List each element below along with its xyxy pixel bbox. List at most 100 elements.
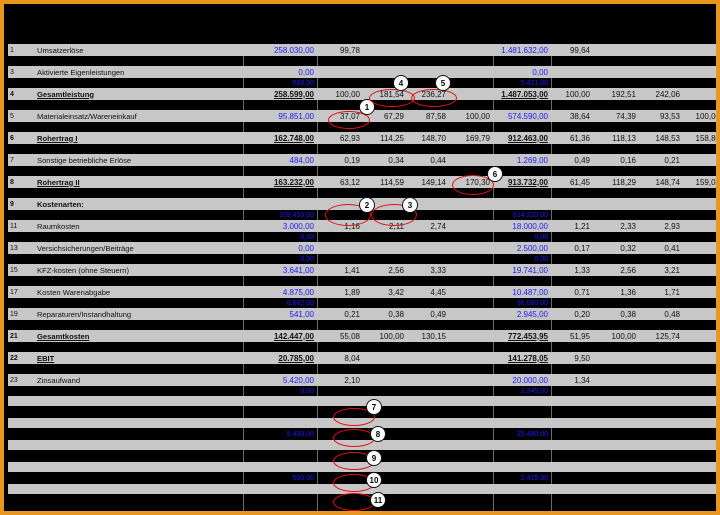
value-period-1: 163.232,00 [273,177,314,187]
ratio-period-1 [448,330,490,342]
ratio-period-1 [406,242,446,254]
row-number: 17 [10,288,18,296]
row-label: KFZ-kosten (ohne Steuern) [37,265,130,275]
ratio-period-2: 148,74 [655,177,680,187]
callout-number-badge: 8 [370,426,386,442]
lower-value-period-1: 5.400,00 [286,430,314,438]
callout-number-badge: 3 [402,197,418,213]
ratio-period-1 [448,154,490,166]
ratio-period-2: 125,74 [655,331,680,341]
table-row: 15 KFZ-kosten (ohne Steuern) 3.641,00 1,41 2… [8,264,716,276]
lower-value-period-1: 500,00 [292,474,314,482]
ratio-period-1: 114,59 [380,177,404,187]
ratio-period-2: 0,17 [574,243,590,253]
callout-number-badge: 6 [487,166,503,182]
value-period-2: 0,00 [532,67,548,77]
value-period-2: 10.487,00 [512,287,548,297]
ratio-period-2: 2,33 [620,221,636,231]
callout-number-badge: 1 [359,99,375,115]
ratio-period-1: 2,10 [344,375,360,385]
table-row: 1 Umsatzerlöse 258.030,00 99,78 1.481.632,00… [8,44,716,56]
value-period-2: 18.000,00 [512,221,548,231]
ratio-period-2: 0,48 [664,309,680,319]
sub-value-period-1: 0,00 [300,233,314,241]
ratio-period-2 [682,330,716,342]
ratio-period-2 [682,374,716,386]
column-gridline [493,48,494,511]
callout-ellipse [411,89,457,107]
ratio-period-2: 1,71 [664,287,680,297]
ratio-period-1: 2,56 [388,265,404,275]
lower-value-period-1 [245,408,314,416]
value-period-2: 2.945,00 [516,309,548,319]
ratio-period-2: 0,16 [620,155,636,165]
value-period-1: 258.599,00 [273,89,314,99]
value-period-1: 0,00 [298,243,314,253]
sub-value-period-2: 2.345,00 [520,387,548,395]
ratio-period-1: 87,58 [425,111,446,121]
ratio-period-2 [592,198,636,210]
row-label: Versichsicherungen/Beiträge [37,243,134,253]
row-number: 1 [10,46,14,54]
ratio-period-1: 100,00 [379,331,404,341]
row-number: 5 [10,112,14,120]
callout-number-badge: 7 [366,399,382,415]
ratio-period-2 [682,264,716,276]
value-period-1: 0,00 [298,67,314,77]
ratio-period-2 [682,88,716,100]
row-label: Gesamtleistung [37,89,94,99]
ratio-period-1: 0,44 [430,155,446,165]
ratio-period-1: 100,00 [335,89,360,99]
ratio-period-1: 63,12 [339,177,360,187]
ratio-period-1: 0,38 [388,309,404,319]
column-gridline [551,48,552,511]
row-number: 6 [10,134,14,142]
value-period-2 [496,198,548,210]
ratio-period-1 [448,352,490,364]
ratio-period-1: 8,04 [344,353,360,363]
table-row: 6 Rohertrag I 162.748,00 62,93 114,25 148,70 1… [8,132,716,144]
ratio-period-1 [362,352,404,364]
sub-value-period-2: 36.060,00 [516,299,548,307]
table-row: 21 Gesamtkosten 142.447,00 55,08 100,00 130,1… [8,330,716,342]
ratio-period-2: 99,64 [569,45,590,55]
ratio-period-1 [362,242,404,254]
value-period-1: 142.447,00 [273,331,314,341]
table-row: 11 Raumkosten 3.000,00 1,16 2,11 2,74 18.000,0… [8,220,716,232]
spreadsheet: 1 Umsatzerlöse 258.030,00 99,78 1.481.632,00… [8,8,716,511]
value-period-2: 913.732,00 [507,177,548,187]
sub-value-period-1: 8.602,00 [286,299,314,307]
sub-value-period-1: 0,00 [300,387,314,395]
callout-ellipse [333,429,375,447]
ratio-period-2: 61,45 [569,177,590,187]
ratio-period-1: 114,25 [380,133,404,143]
sub-value-period-1: 569,00 [292,79,314,87]
value-period-1: 258.030,00 [273,45,314,55]
row-label: Rohertrag II [37,177,80,187]
column-gridline [317,48,318,511]
value-period-2: 2.500,00 [516,243,548,253]
ratio-period-1: 0,49 [430,309,446,319]
ratio-period-1 [448,374,490,386]
value-period-1: 3.641,00 [282,265,314,275]
row-number: 4 [10,90,14,98]
ratio-period-1: 100,00 [465,111,490,121]
value-period-2: 141.278,05 [507,353,548,363]
lower-value-period-1 [245,452,314,460]
row-number: 9 [10,200,14,208]
ratio-period-1: 1,41 [344,265,360,275]
value-period-1: 162.748,00 [273,133,314,143]
row-label: Rohertrag I [37,133,78,143]
ratio-period-2 [682,286,716,298]
ratio-period-2: 1,34 [574,375,590,385]
callout-ellipse [333,493,375,511]
row-label: Materialeinsatz/Wareneinkauf [37,111,137,121]
ratio-period-2: 74,39 [615,111,636,121]
ratio-period-2 [550,66,590,78]
ratio-period-1: 130,15 [421,331,446,341]
ratio-period-2: 242,06 [655,89,680,99]
ratio-period-2: 2,93 [664,221,680,231]
callout-ellipse [369,89,415,107]
row-label: EBIT [37,353,55,363]
